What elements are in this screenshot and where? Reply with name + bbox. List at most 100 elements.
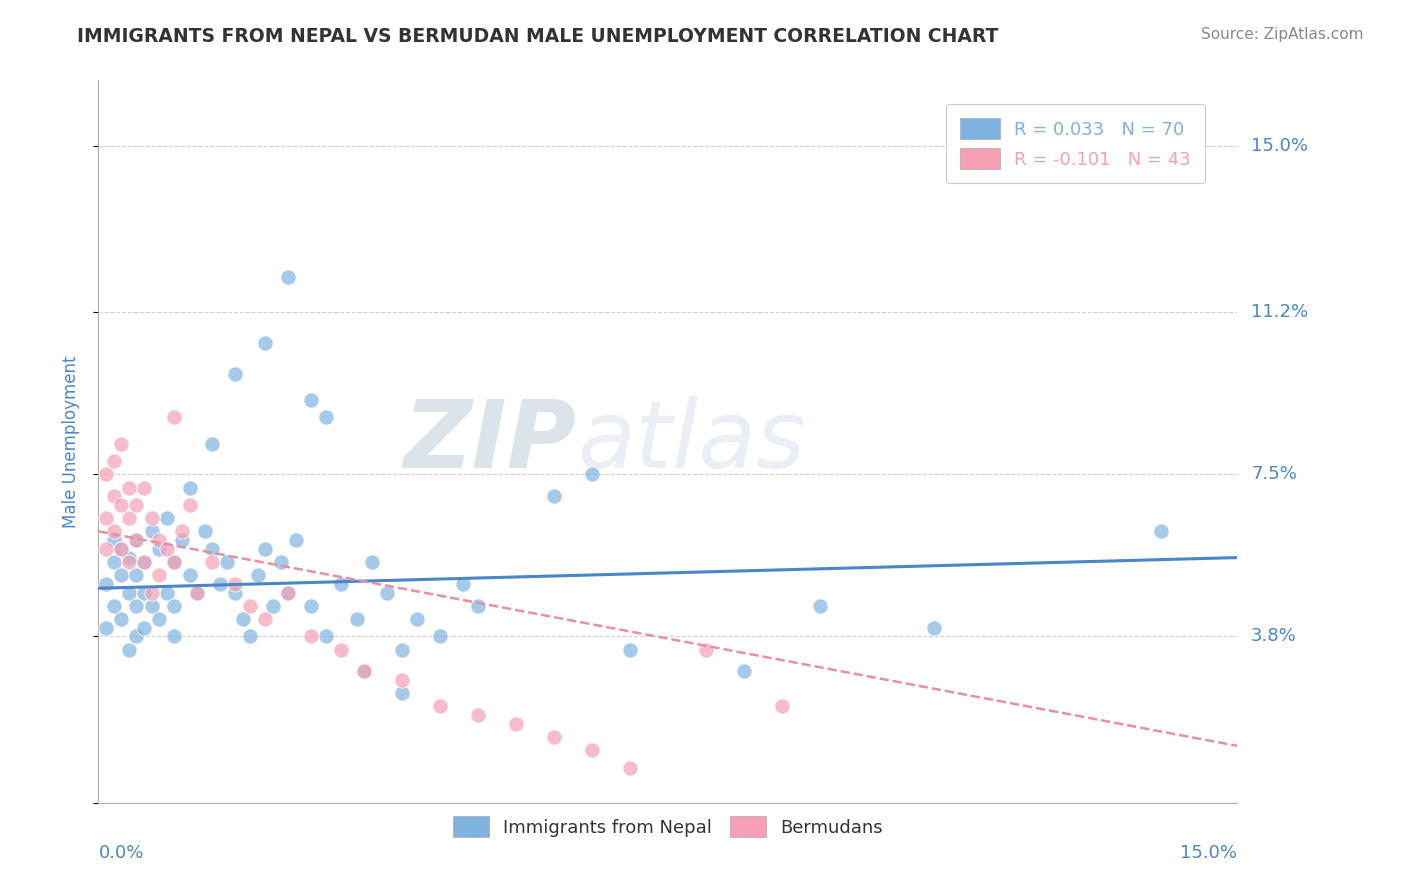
Point <box>299 629 322 643</box>
Legend: Immigrants from Nepal, Bermudans: Immigrants from Nepal, Bermudans <box>446 809 890 845</box>
Point <box>299 392 322 407</box>
Point <box>224 367 246 381</box>
Point <box>239 599 262 613</box>
Point <box>103 533 125 547</box>
Point <box>406 612 429 626</box>
Point <box>239 629 262 643</box>
Point <box>132 585 155 599</box>
Point <box>118 511 141 525</box>
Point <box>125 498 148 512</box>
Point <box>315 629 337 643</box>
Point <box>148 541 170 556</box>
Text: 15.0%: 15.0% <box>1180 845 1237 863</box>
Point <box>141 585 163 599</box>
Point <box>277 585 299 599</box>
Point <box>315 410 337 425</box>
Point <box>695 642 717 657</box>
Point <box>505 717 527 731</box>
Point <box>581 743 603 757</box>
Point <box>224 585 246 599</box>
Point <box>110 612 132 626</box>
Point <box>118 585 141 599</box>
Point <box>94 577 117 591</box>
Point <box>581 467 603 482</box>
Point <box>156 541 179 556</box>
Point <box>360 555 382 569</box>
Point <box>543 730 565 744</box>
Point <box>110 568 132 582</box>
Point <box>163 410 186 425</box>
Point <box>179 568 201 582</box>
Point <box>186 585 208 599</box>
Point <box>118 481 141 495</box>
Point <box>277 585 299 599</box>
Point <box>148 533 170 547</box>
Point <box>391 642 413 657</box>
Point <box>103 524 125 539</box>
Point <box>619 761 641 775</box>
Point <box>103 454 125 468</box>
Point <box>254 541 277 556</box>
Point <box>346 612 368 626</box>
Point <box>246 568 269 582</box>
Point <box>156 511 179 525</box>
Point <box>179 498 201 512</box>
Point <box>808 599 831 613</box>
Point <box>125 629 148 643</box>
Point <box>543 489 565 503</box>
Point <box>208 577 231 591</box>
Point <box>132 555 155 569</box>
Point <box>330 577 353 591</box>
Point <box>201 555 224 569</box>
Point <box>262 599 284 613</box>
Text: 11.2%: 11.2% <box>1251 303 1309 321</box>
Point <box>132 621 155 635</box>
Point <box>141 524 163 539</box>
Point <box>163 629 186 643</box>
Point <box>163 555 186 569</box>
Point <box>770 699 793 714</box>
Point <box>232 612 254 626</box>
Point <box>186 585 208 599</box>
Point <box>94 621 117 635</box>
Point <box>467 708 489 723</box>
Point <box>141 511 163 525</box>
Point <box>224 577 246 591</box>
Point <box>110 541 132 556</box>
Point <box>125 533 148 547</box>
Point <box>451 577 474 591</box>
Point <box>254 612 277 626</box>
Point <box>132 555 155 569</box>
Point <box>299 599 322 613</box>
Point <box>110 498 132 512</box>
Point <box>94 511 117 525</box>
Point <box>118 550 141 565</box>
Point <box>194 524 217 539</box>
Point <box>132 481 155 495</box>
Point <box>277 270 299 285</box>
Point <box>179 481 201 495</box>
Point <box>429 699 451 714</box>
Text: atlas: atlas <box>576 396 806 487</box>
Point <box>141 599 163 613</box>
Point <box>170 524 193 539</box>
Point <box>125 599 148 613</box>
Point <box>156 585 179 599</box>
Point <box>125 533 148 547</box>
Point <box>375 585 398 599</box>
Point <box>94 541 117 556</box>
Point <box>391 673 413 688</box>
Point <box>118 555 141 569</box>
Point <box>353 665 375 679</box>
Point <box>148 612 170 626</box>
Text: Source: ZipAtlas.com: Source: ZipAtlas.com <box>1201 27 1364 42</box>
Point <box>103 489 125 503</box>
Point <box>429 629 451 643</box>
Point <box>270 555 292 569</box>
Point <box>1150 524 1173 539</box>
Text: 3.8%: 3.8% <box>1251 627 1296 646</box>
Point <box>125 568 148 582</box>
Point <box>110 541 132 556</box>
Point <box>201 541 224 556</box>
Point <box>148 568 170 582</box>
